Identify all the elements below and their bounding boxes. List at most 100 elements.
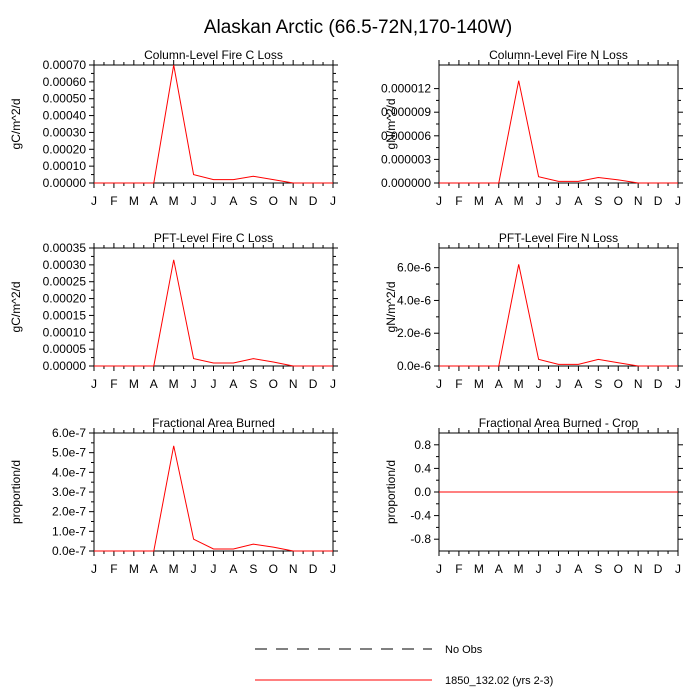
y-tick-label: 0.000003 [381, 152, 431, 166]
y-tick-label: 0.000000 [381, 176, 431, 190]
y-tick-label: 0.00010 [43, 325, 87, 339]
y-tick-label: 2.0e-7 [52, 505, 86, 519]
series-line [94, 64, 333, 184]
y-tick-label: 0.000009 [381, 105, 431, 119]
y-axis-label: gC/m^2/d [9, 282, 23, 333]
x-tick-label: M [514, 194, 524, 208]
x-tick-label: D [309, 377, 318, 391]
y-tick-label: 0.00005 [43, 342, 87, 356]
x-tick-label: N [289, 562, 298, 576]
y-tick-label: 0.00025 [43, 275, 87, 289]
x-tick-label: M [474, 377, 484, 391]
x-tick-label: J [330, 194, 336, 208]
x-tick-label: J [436, 562, 442, 576]
y-tick-label: 5.0e-7 [52, 446, 86, 460]
x-tick-label: J [91, 562, 97, 576]
y-tick-label: 0.00030 [43, 258, 87, 272]
y-tick-label: 0.00020 [43, 292, 87, 306]
x-tick-label: N [289, 377, 298, 391]
x-tick-label: A [150, 562, 158, 576]
x-tick-label: J [211, 194, 217, 208]
x-tick-label: F [455, 562, 462, 576]
y-tick-label: 0.00070 [43, 58, 87, 72]
x-tick-label: M [514, 562, 524, 576]
x-tick-label: J [436, 194, 442, 208]
y-tick-label: 2.0e-6 [397, 326, 431, 340]
x-tick-label: J [536, 377, 542, 391]
x-tick-label: A [574, 194, 582, 208]
x-tick-label: O [269, 194, 278, 208]
x-tick-label: J [675, 562, 681, 576]
y-axis-label: gN/m^2/d [384, 99, 398, 150]
y-tick-label: 0.00030 [43, 125, 87, 139]
x-tick-label: J [211, 562, 217, 576]
x-tick-label: A [229, 194, 237, 208]
y-axis-label: proportion/d [384, 460, 398, 524]
x-tick-label: O [614, 194, 623, 208]
x-tick-label: J [91, 194, 97, 208]
x-tick-label: N [634, 562, 643, 576]
x-tick-label: A [574, 562, 582, 576]
x-tick-label: J [675, 377, 681, 391]
y-tick-label: 0.00035 [43, 241, 87, 255]
x-tick-label: J [536, 194, 542, 208]
x-tick-label: S [249, 377, 257, 391]
y-tick-label: 0.00010 [43, 159, 87, 173]
x-tick-label: M [474, 194, 484, 208]
y-tick-label: 0.00015 [43, 308, 87, 322]
x-tick-label: M [129, 194, 139, 208]
plot-frame [93, 432, 334, 552]
y-tick-label: -0.8 [410, 532, 431, 546]
x-tick-label: J [556, 562, 562, 576]
x-tick-label: J [330, 562, 336, 576]
series-line [94, 445, 333, 552]
chart-panel-2: Column-Level Fire N Loss gN/m^2/d 0.000000… [381, 48, 683, 208]
chart-panel-5: Fractional Area Burned proportion/d 0.0e-7… [9, 416, 338, 576]
x-tick-label: O [614, 377, 623, 391]
x-tick-label: S [594, 562, 602, 576]
panel-title: Fractional Area Burned - Crop [479, 416, 639, 430]
x-tick-label: D [654, 194, 663, 208]
x-tick-label: O [614, 562, 623, 576]
x-tick-label: S [249, 194, 257, 208]
chart-panel-6: Fractional Area Burned - Crop proportion/… [384, 416, 683, 576]
x-tick-label: J [556, 377, 562, 391]
x-tick-label: D [654, 377, 663, 391]
x-tick-label: F [110, 377, 117, 391]
x-tick-label: F [455, 194, 462, 208]
y-axis-label: proportion/d [9, 460, 23, 524]
y-tick-label: 0.8 [414, 438, 431, 452]
x-tick-label: J [436, 377, 442, 391]
y-axis-label: gN/m^2/d [384, 282, 398, 333]
y-axis-label: gC/m^2/d [9, 99, 23, 150]
y-tick-label: 0.4 [414, 461, 431, 475]
x-tick-label: O [269, 377, 278, 391]
y-tick-label: 4.0e-6 [397, 293, 431, 307]
x-tick-label: M [169, 377, 179, 391]
plot-frame [93, 64, 334, 184]
x-tick-label: O [269, 562, 278, 576]
chart-panel-1: Column-Level Fire C Loss gC/m^2/d 0.00000 0… [9, 48, 338, 208]
y-tick-label: 4.0e-7 [52, 465, 86, 479]
y-tick-label: 6.0e-6 [397, 261, 431, 275]
x-tick-label: F [455, 377, 462, 391]
series-line [439, 80, 678, 184]
y-tick-label: -0.4 [410, 509, 431, 523]
x-tick-label: M [169, 194, 179, 208]
y-tick-label: 0.00020 [43, 142, 87, 156]
x-tick-label: J [330, 377, 336, 391]
x-tick-label: D [309, 194, 318, 208]
y-tick-label: 1.0e-7 [52, 524, 86, 538]
x-tick-label: J [675, 194, 681, 208]
y-tick-label: 3.0e-7 [52, 485, 86, 499]
x-tick-label: M [474, 562, 484, 576]
y-tick-label: 0.00040 [43, 109, 87, 123]
x-tick-label: S [594, 194, 602, 208]
series-line [439, 264, 678, 367]
x-tick-label: J [536, 562, 542, 576]
x-tick-label: D [654, 562, 663, 576]
x-tick-label: D [309, 562, 318, 576]
x-tick-label: N [634, 377, 643, 391]
y-tick-label: 6.0e-7 [52, 426, 86, 440]
